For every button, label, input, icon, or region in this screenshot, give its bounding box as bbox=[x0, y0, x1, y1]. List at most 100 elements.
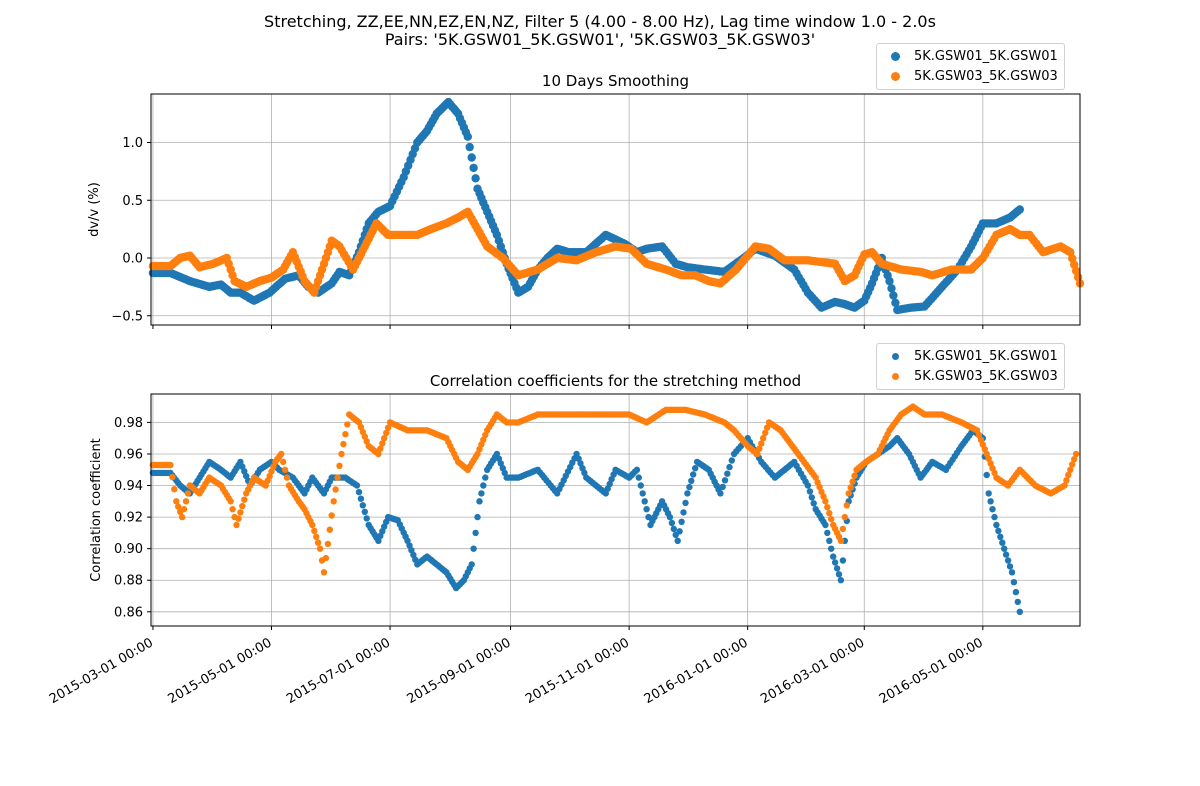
data-point bbox=[995, 527, 1002, 535]
series-gsw03 bbox=[149, 403, 1080, 576]
data-point bbox=[241, 496, 248, 503]
data-point bbox=[717, 490, 724, 497]
legend-top-entry-gsw01: 5K.GSW01_5K.GSW01 bbox=[883, 47, 1058, 67]
data-point bbox=[822, 521, 829, 529]
data-point bbox=[1002, 551, 1010, 558]
y-tick-label: 0.94 bbox=[114, 479, 143, 494]
data-point bbox=[1066, 248, 1075, 257]
data-point bbox=[1065, 471, 1072, 479]
figure-title-line2: Pairs: '5K.GSW01_5K.GSW01', '5K.GSW03_5K… bbox=[384, 30, 816, 49]
data-point bbox=[338, 450, 345, 458]
legend-marker-gsw03 bbox=[892, 372, 899, 380]
data-point bbox=[885, 276, 894, 286]
data-point bbox=[497, 460, 504, 467]
data-point bbox=[670, 525, 677, 533]
data-point bbox=[830, 553, 837, 560]
data-point bbox=[724, 470, 731, 477]
data-point bbox=[606, 480, 613, 488]
x-tick-label: 2016-05-01 00:00 bbox=[877, 635, 986, 707]
data-point bbox=[824, 529, 831, 537]
data-point bbox=[760, 435, 767, 442]
data-point bbox=[835, 571, 843, 578]
legend-label-gsw01: 5K.GSW01_5K.GSW01 bbox=[914, 49, 1058, 64]
axes-title: Correlation coefficients for the stretch… bbox=[430, 372, 801, 390]
data-point bbox=[169, 473, 176, 481]
data-point bbox=[831, 559, 839, 566]
data-point bbox=[826, 510, 833, 517]
data-point bbox=[726, 463, 733, 471]
data-point bbox=[728, 457, 735, 464]
legend-marker-gsw03 bbox=[891, 71, 900, 81]
data-point bbox=[468, 561, 475, 568]
data-point bbox=[828, 515, 835, 523]
data-point bbox=[465, 142, 474, 152]
data-point bbox=[469, 163, 478, 173]
data-point bbox=[1071, 266, 1081, 276]
data-point bbox=[280, 458, 287, 466]
data-point bbox=[340, 440, 347, 448]
data-point bbox=[239, 502, 246, 510]
data-point bbox=[637, 482, 644, 489]
data-point bbox=[983, 471, 990, 479]
data-point bbox=[756, 445, 763, 452]
data-point bbox=[237, 509, 244, 516]
data-point bbox=[849, 478, 856, 485]
data-point bbox=[808, 494, 815, 501]
data-point bbox=[1063, 477, 1070, 484]
data-point bbox=[1014, 598, 1021, 606]
data-point bbox=[283, 474, 291, 481]
data-point bbox=[690, 471, 697, 478]
data-point bbox=[322, 554, 330, 562]
data-point bbox=[641, 498, 648, 505]
data-point bbox=[828, 545, 835, 552]
data-point bbox=[719, 483, 726, 491]
data-point bbox=[470, 545, 477, 552]
data-point bbox=[384, 424, 392, 431]
legend-label-gsw03: 5K.GSW03_5K.GSW03 bbox=[914, 369, 1058, 384]
data-point bbox=[309, 521, 316, 529]
data-point bbox=[472, 529, 479, 537]
data-point bbox=[320, 569, 328, 576]
axes-title: 10 Days Smoothing bbox=[542, 72, 689, 90]
x-tick-label: 2016-01-01 00:00 bbox=[642, 635, 751, 707]
axes-frame bbox=[150, 93, 1081, 326]
data-point bbox=[837, 577, 845, 584]
data-point bbox=[480, 436, 487, 443]
data-point bbox=[344, 421, 351, 428]
data-point bbox=[845, 490, 852, 497]
data-point bbox=[182, 498, 190, 505]
legend-bottom-entry-gsw01: 5K.GSW01_5K.GSW01 bbox=[883, 347, 1058, 367]
data-point bbox=[478, 490, 485, 497]
data-point bbox=[467, 153, 476, 162]
data-point bbox=[721, 477, 729, 484]
data-point bbox=[482, 474, 489, 481]
axes-frame bbox=[150, 393, 1081, 627]
data-point bbox=[686, 483, 693, 491]
y-tick-label: 0.96 bbox=[114, 447, 143, 462]
data-point bbox=[1072, 450, 1080, 458]
data-point bbox=[812, 474, 819, 481]
data-point bbox=[330, 498, 337, 505]
data-point bbox=[324, 540, 332, 548]
data-point bbox=[754, 450, 761, 458]
data-point bbox=[326, 526, 333, 533]
data-point bbox=[633, 466, 641, 473]
x-tick-label: 2015-05-01 00:00 bbox=[166, 635, 275, 707]
data-point bbox=[383, 429, 390, 437]
data-point bbox=[363, 438, 370, 445]
data-point bbox=[847, 484, 854, 491]
data-point bbox=[355, 488, 363, 496]
data-point bbox=[316, 545, 324, 552]
data-point bbox=[375, 450, 382, 458]
data-point bbox=[826, 537, 833, 544]
y-tick-label: 0.0 bbox=[122, 252, 143, 267]
data-point bbox=[891, 298, 900, 307]
y-tick-label: 0.88 bbox=[114, 574, 143, 589]
data-point bbox=[463, 132, 472, 141]
data-point bbox=[235, 515, 242, 522]
series-gsw03 bbox=[148, 207, 1085, 297]
data-point bbox=[408, 547, 415, 554]
data-point bbox=[639, 490, 646, 497]
data-point bbox=[342, 431, 349, 438]
